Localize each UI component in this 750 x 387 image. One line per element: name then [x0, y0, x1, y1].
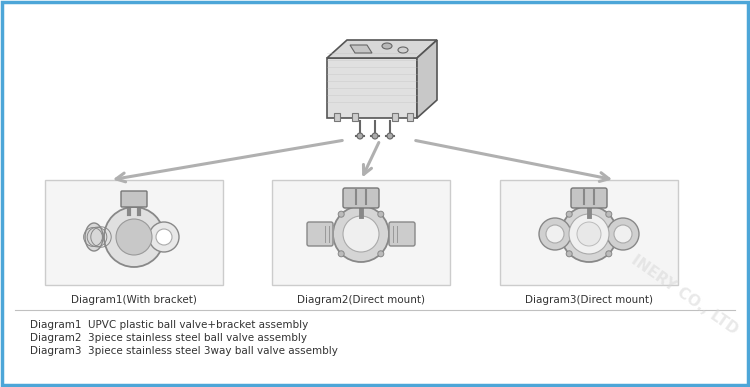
Circle shape	[566, 211, 572, 217]
Circle shape	[569, 214, 609, 254]
Circle shape	[614, 225, 632, 243]
Circle shape	[378, 211, 384, 217]
FancyBboxPatch shape	[389, 222, 415, 246]
Ellipse shape	[382, 43, 392, 49]
Circle shape	[539, 218, 571, 250]
Ellipse shape	[398, 47, 408, 53]
Circle shape	[378, 251, 384, 257]
Circle shape	[566, 251, 572, 257]
FancyBboxPatch shape	[121, 191, 147, 207]
Circle shape	[343, 216, 379, 252]
FancyBboxPatch shape	[45, 180, 223, 285]
Polygon shape	[417, 40, 437, 118]
Circle shape	[156, 229, 172, 245]
Text: Diagram1  UPVC plastic ball valve+bracket assembly: Diagram1 UPVC plastic ball valve+bracket…	[30, 320, 308, 330]
Text: Diagram3(Direct mount): Diagram3(Direct mount)	[525, 295, 653, 305]
Polygon shape	[327, 58, 417, 118]
Circle shape	[606, 211, 612, 217]
FancyBboxPatch shape	[307, 222, 333, 246]
FancyBboxPatch shape	[392, 113, 398, 121]
Circle shape	[338, 251, 344, 257]
Text: INERY CO., LTD: INERY CO., LTD	[629, 253, 741, 337]
FancyBboxPatch shape	[500, 180, 678, 285]
Text: Diagram2(Direct mount): Diagram2(Direct mount)	[297, 295, 425, 305]
Circle shape	[333, 206, 389, 262]
Text: Diagram3  3piece stainless steel 3way ball valve assembly: Diagram3 3piece stainless steel 3way bal…	[30, 346, 338, 356]
FancyBboxPatch shape	[343, 188, 379, 208]
Circle shape	[561, 206, 617, 262]
Circle shape	[116, 219, 152, 255]
Circle shape	[104, 207, 164, 267]
Circle shape	[338, 211, 344, 217]
FancyBboxPatch shape	[352, 113, 358, 121]
Polygon shape	[350, 45, 372, 53]
Text: Diagram1(With bracket): Diagram1(With bracket)	[71, 295, 197, 305]
Polygon shape	[327, 40, 437, 58]
Circle shape	[546, 225, 564, 243]
FancyBboxPatch shape	[272, 180, 450, 285]
FancyBboxPatch shape	[407, 113, 413, 121]
Circle shape	[606, 251, 612, 257]
Circle shape	[607, 218, 639, 250]
FancyBboxPatch shape	[334, 113, 340, 121]
Circle shape	[577, 222, 601, 246]
Circle shape	[387, 133, 393, 139]
Ellipse shape	[85, 223, 103, 251]
FancyBboxPatch shape	[571, 188, 607, 208]
Text: Diagram2  3piece stainless steel ball valve assembly: Diagram2 3piece stainless steel ball val…	[30, 333, 307, 343]
Circle shape	[372, 133, 378, 139]
Circle shape	[357, 133, 363, 139]
Circle shape	[149, 222, 179, 252]
